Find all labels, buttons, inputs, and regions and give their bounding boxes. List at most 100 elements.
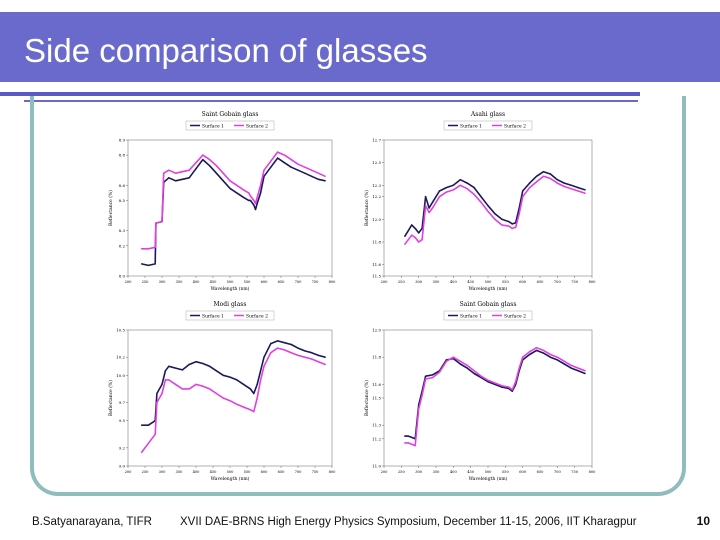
series-2-point bbox=[161, 392, 163, 395]
series-2-point bbox=[140, 248, 143, 250]
series-2-point bbox=[229, 180, 231, 182]
y-axis-label: Reflectance (%) bbox=[107, 190, 114, 226]
legend-box bbox=[443, 120, 533, 131]
slide-title: Side comparison of glasses bbox=[24, 32, 428, 69]
series-2-point bbox=[428, 211, 430, 214]
series-1-point bbox=[236, 192, 238, 194]
series-2-point bbox=[487, 379, 489, 382]
series-2-point bbox=[259, 379, 262, 381]
series-1-point bbox=[577, 370, 579, 372]
y-tick-label: 8.6 bbox=[119, 183, 126, 188]
series-2-point bbox=[256, 397, 258, 399]
series-2-point bbox=[263, 365, 265, 367]
series-1-point bbox=[304, 172, 306, 174]
x-tick-label: 650 bbox=[278, 280, 286, 284]
y-tick-label: 12.0 bbox=[372, 328, 381, 333]
series-2-point bbox=[414, 444, 416, 447]
x-tick-label: 400 bbox=[193, 470, 201, 474]
series-1-point bbox=[242, 383, 245, 386]
series-2-point bbox=[404, 243, 406, 245]
series-1-point bbox=[270, 166, 272, 168]
series-2-point bbox=[584, 192, 586, 194]
x-tick-label: 200 bbox=[125, 280, 133, 284]
series-1-point bbox=[297, 169, 299, 171]
series-2-point bbox=[511, 227, 513, 230]
series-2-point bbox=[494, 382, 496, 384]
series-1-point bbox=[563, 182, 565, 184]
series-2-point bbox=[445, 360, 448, 362]
series-2-point bbox=[431, 207, 434, 209]
series-2-point bbox=[411, 234, 413, 236]
y-tick-label: 12.0 bbox=[372, 217, 381, 222]
x-tick-label: 300 bbox=[415, 280, 423, 284]
chart-title: Asahi glass bbox=[470, 111, 505, 118]
series-1-point bbox=[324, 356, 326, 358]
series-2-point bbox=[535, 181, 538, 183]
x-tick-label: 400 bbox=[193, 280, 201, 284]
series-1-point bbox=[263, 356, 265, 358]
series-2-point bbox=[290, 351, 292, 354]
series-1-point bbox=[154, 263, 156, 265]
series-2-point bbox=[317, 361, 320, 363]
x-tick-label: 350 bbox=[433, 280, 441, 284]
series-1-point bbox=[459, 178, 461, 181]
y-tick-label: 11.2 bbox=[372, 436, 381, 441]
series-2-point bbox=[155, 222, 157, 224]
series-line-1 bbox=[404, 349, 586, 440]
series-2-point bbox=[236, 184, 238, 187]
x-tick-label: 700 bbox=[554, 280, 562, 284]
series-1-point bbox=[466, 367, 468, 369]
series-2-point bbox=[297, 163, 299, 165]
series-2-point bbox=[414, 236, 416, 239]
series-2-point bbox=[248, 192, 250, 194]
y-tick-label: 9.2 bbox=[119, 445, 126, 450]
series-2-point bbox=[528, 186, 531, 189]
series-2-point bbox=[242, 406, 245, 408]
series-2-point bbox=[297, 354, 299, 357]
title-underline bbox=[0, 92, 640, 96]
series-2-point bbox=[236, 403, 238, 406]
series-1-point bbox=[424, 375, 427, 377]
series-2-point bbox=[181, 388, 184, 390]
series-1-point bbox=[407, 229, 409, 232]
series-1-point bbox=[501, 218, 503, 221]
y-tick-label: 11.0 bbox=[372, 464, 381, 469]
legend-box bbox=[185, 310, 275, 321]
chart-legend: Surface 1 Surface 2 bbox=[443, 120, 533, 131]
y-tick-label: 8.0 bbox=[119, 274, 126, 279]
y-tick-label: 11.3 bbox=[372, 423, 381, 428]
series-line-2 bbox=[141, 151, 326, 250]
series-1-point bbox=[428, 207, 430, 209]
series-1-point bbox=[181, 369, 184, 371]
series-2-point bbox=[577, 367, 579, 369]
series-1-point bbox=[535, 175, 538, 177]
series-2-point bbox=[168, 379, 170, 381]
series-1-point bbox=[494, 212, 496, 215]
series-1-point bbox=[236, 379, 238, 381]
series-1-point bbox=[147, 264, 150, 267]
series-1-point bbox=[452, 184, 455, 187]
series-2-point bbox=[480, 201, 482, 204]
series-1-point bbox=[324, 180, 326, 182]
x-tick-label: 250 bbox=[142, 470, 150, 474]
legend-box bbox=[443, 310, 533, 321]
x-tick-label: 700 bbox=[554, 470, 562, 474]
series-1-point bbox=[215, 370, 218, 372]
legend-label-2: Surface 2 bbox=[504, 124, 526, 130]
series-2-point bbox=[253, 199, 255, 202]
series-1-point bbox=[248, 199, 250, 202]
series-2-point bbox=[256, 196, 258, 199]
series-1-point bbox=[487, 380, 489, 383]
series-2-point bbox=[445, 191, 448, 193]
series-2-point bbox=[254, 202, 257, 205]
series-2-point bbox=[542, 349, 545, 352]
x-tick-label: 700 bbox=[295, 470, 303, 474]
series-2-point bbox=[417, 241, 420, 243]
x-tick-label: 200 bbox=[381, 280, 389, 284]
chart-bottom-right: Saint Gobain glass Surface 1 Surface 2 11.0… bbox=[363, 301, 596, 482]
y-tick-label: 11.5 bbox=[372, 396, 381, 401]
x-tick-label: 350 bbox=[176, 470, 184, 474]
series-2-point bbox=[222, 172, 224, 174]
series-line-1 bbox=[404, 170, 586, 237]
series-2-point bbox=[438, 195, 441, 198]
